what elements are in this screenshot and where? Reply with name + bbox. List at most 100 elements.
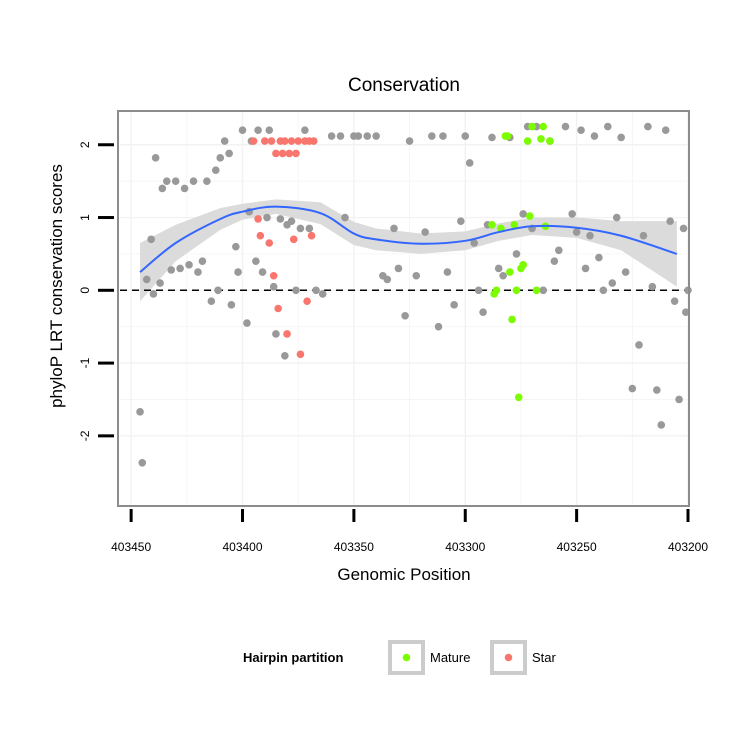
point-other [479, 308, 487, 316]
point-other [621, 268, 630, 276]
smooth-curve [139, 205, 678, 273]
point-other [470, 239, 478, 247]
point-other [258, 268, 267, 276]
point-other [269, 282, 278, 291]
point-other [301, 126, 309, 134]
point-other [465, 159, 474, 167]
point-other [390, 224, 398, 233]
point-other [216, 154, 225, 162]
point-mature [488, 221, 496, 229]
point-other [180, 184, 189, 193]
legend-label-star: Star [532, 650, 557, 665]
point-mature [503, 132, 512, 140]
legend-item-star: Star [490, 640, 557, 675]
point-star [265, 239, 274, 247]
point-other [252, 257, 260, 265]
point-other [156, 279, 164, 287]
point-other [457, 217, 465, 225]
point-other [572, 228, 581, 236]
point-other [151, 154, 160, 162]
point-other [519, 210, 527, 218]
y-axis: -2 -1 0 1 2 [78, 141, 114, 441]
point-other [461, 132, 470, 140]
point-other [158, 184, 167, 193]
point-mature [508, 315, 516, 324]
point-other [412, 271, 421, 280]
point-other [243, 319, 251, 327]
point-star [278, 149, 287, 158]
point-mature [526, 212, 534, 220]
point-star [287, 137, 296, 145]
point-star [281, 137, 289, 145]
point-other [225, 149, 233, 158]
point-other [539, 286, 548, 295]
point-mature [506, 268, 514, 276]
point-other [281, 352, 289, 360]
point-star [256, 231, 265, 240]
point-other [227, 301, 236, 309]
point-mature [519, 261, 527, 269]
point-other [675, 395, 683, 404]
point-other [363, 132, 372, 140]
point-other [608, 279, 617, 287]
point-other [276, 215, 285, 223]
point-mature [532, 286, 541, 295]
x-tick-label: 403200 [668, 540, 708, 554]
x-axis: 403450 403400 403350 403300 403250 403200 [111, 509, 708, 554]
point-other [494, 264, 503, 273]
point-other [443, 268, 452, 276]
point-star [307, 231, 316, 240]
chart-title: Conservation [348, 75, 460, 96]
point-other [639, 231, 648, 240]
point-other [167, 266, 176, 274]
point-mature [539, 122, 548, 131]
point-other [272, 330, 280, 338]
point-star [274, 304, 282, 313]
point-other [238, 126, 247, 134]
point-star [260, 137, 269, 145]
point-other [198, 257, 207, 265]
point-other [604, 122, 612, 131]
point-other [512, 250, 521, 258]
legend-item-mature: Mature [388, 640, 470, 675]
point-other [354, 132, 363, 140]
point-mature [510, 221, 519, 229]
point-other [561, 122, 570, 131]
legend-title: Hairpin partition [243, 650, 343, 665]
point-other [211, 166, 220, 175]
point-other [232, 242, 240, 251]
plot-panel-border [117, 110, 690, 507]
point-star [267, 137, 276, 145]
point-other [679, 224, 688, 233]
point-other [653, 386, 661, 394]
x-tick-label: 403300 [445, 540, 485, 554]
point-other [296, 224, 305, 233]
legend-key-star-box [490, 640, 527, 675]
y-tick-label: 0 [78, 287, 92, 294]
point-other [203, 177, 211, 185]
legend-key-star-dot [504, 653, 513, 662]
legend-key-mature-dot [402, 653, 411, 662]
point-other [147, 235, 155, 244]
point-other [590, 132, 599, 140]
point-other [336, 132, 345, 140]
point-star [296, 350, 305, 359]
point-other [138, 458, 147, 467]
point-other [327, 132, 336, 140]
point-other [657, 421, 666, 429]
point-other [287, 217, 296, 225]
point-other [171, 177, 180, 185]
point-other [474, 286, 483, 295]
point-other [661, 126, 670, 134]
point-other [635, 341, 643, 349]
point-mature [537, 135, 545, 143]
point-other [305, 224, 314, 233]
point-other [612, 213, 621, 222]
point-star [303, 297, 311, 306]
point-other [550, 257, 559, 265]
point-mature [492, 286, 501, 295]
point-other [189, 177, 198, 185]
point-other [185, 261, 193, 269]
